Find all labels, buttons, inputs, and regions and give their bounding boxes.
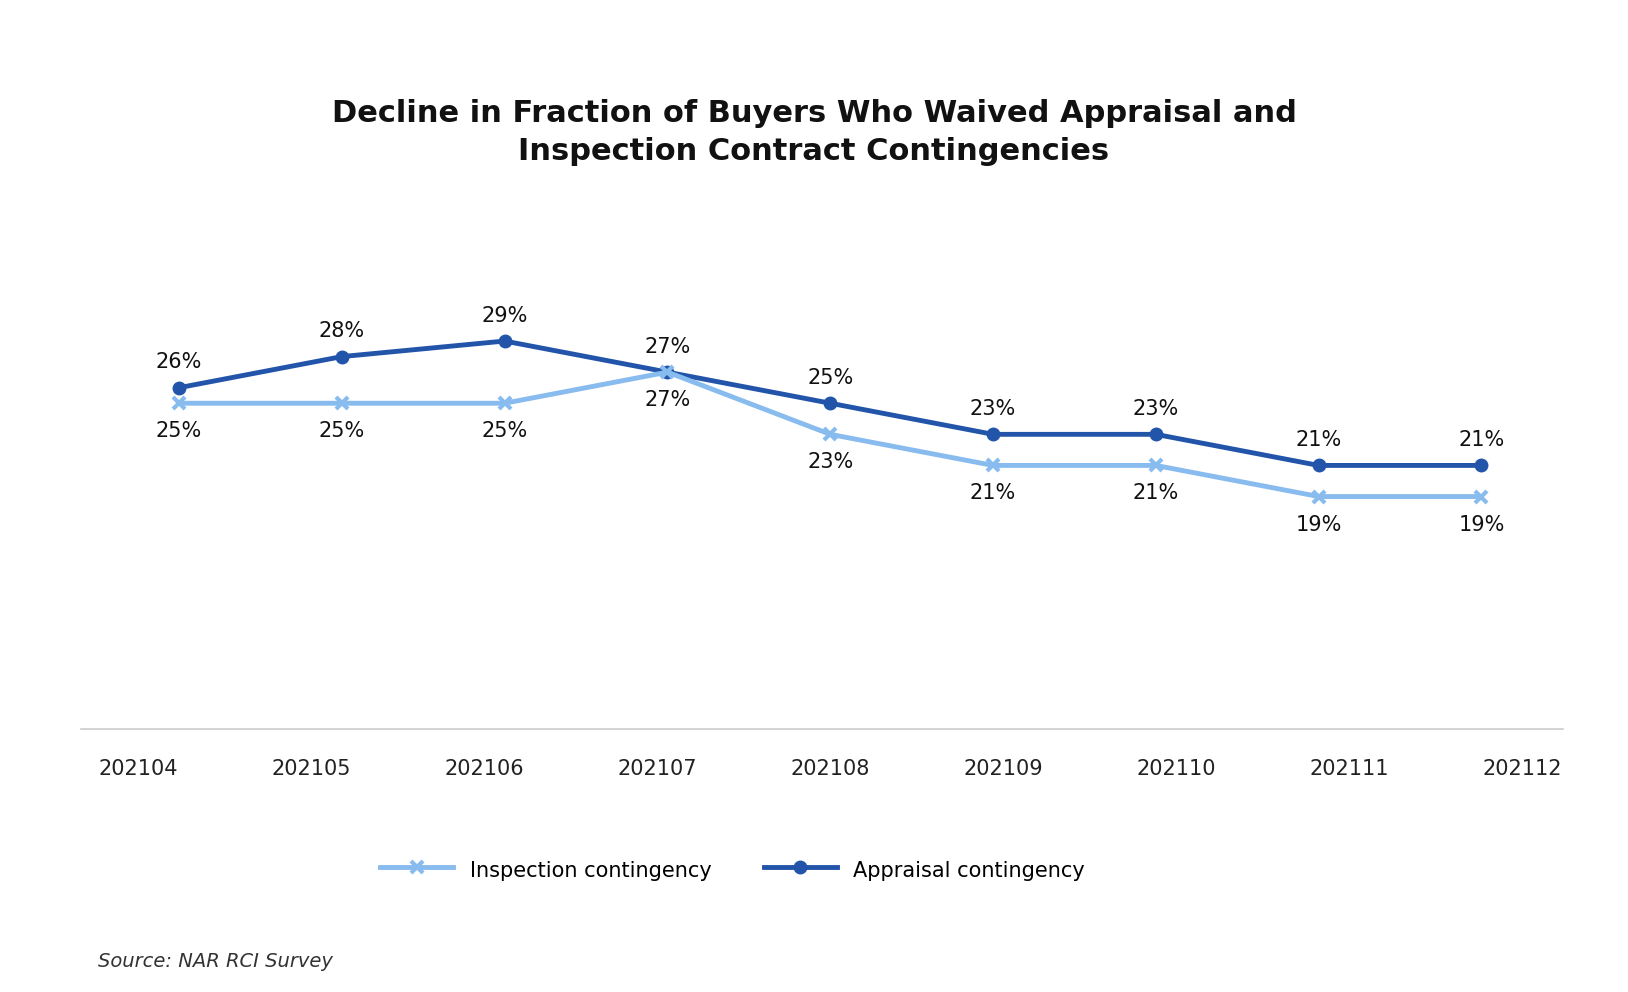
Text: 202109: 202109 xyxy=(964,759,1044,779)
Text: 28%: 28% xyxy=(319,321,365,341)
Text: 202111: 202111 xyxy=(1309,759,1389,779)
Text: 27%: 27% xyxy=(645,390,690,410)
Text: 25%: 25% xyxy=(482,422,527,441)
Text: 19%: 19% xyxy=(1296,515,1341,535)
Text: 202112: 202112 xyxy=(1483,759,1561,779)
Text: 23%: 23% xyxy=(1133,399,1179,419)
Text: 23%: 23% xyxy=(970,399,1016,419)
Text: 25%: 25% xyxy=(319,422,365,441)
Text: Source: NAR RCI Survey: Source: NAR RCI Survey xyxy=(98,952,332,971)
Text: 29%: 29% xyxy=(482,306,527,325)
Text: 21%: 21% xyxy=(970,483,1016,504)
Text: 19%: 19% xyxy=(1459,515,1504,535)
Text: 202110: 202110 xyxy=(1136,759,1216,779)
Text: 25%: 25% xyxy=(156,422,202,441)
Text: 25%: 25% xyxy=(807,368,853,388)
Text: 202107: 202107 xyxy=(617,759,697,779)
Text: 21%: 21% xyxy=(1296,431,1341,450)
Text: Decline in Fraction of Buyers Who Waived Appraisal and
Inspection Contract Conti: Decline in Fraction of Buyers Who Waived… xyxy=(332,99,1296,167)
Text: 202108: 202108 xyxy=(791,759,869,779)
Text: 202104: 202104 xyxy=(99,759,177,779)
Text: 21%: 21% xyxy=(1133,483,1179,504)
Text: 202105: 202105 xyxy=(272,759,352,779)
Text: 27%: 27% xyxy=(645,337,690,357)
Text: 202106: 202106 xyxy=(444,759,524,779)
Text: 21%: 21% xyxy=(1459,431,1504,450)
Legend: Inspection contingency, Appraisal contingency: Inspection contingency, Appraisal contin… xyxy=(381,857,1084,882)
Text: 23%: 23% xyxy=(807,452,853,472)
Text: 26%: 26% xyxy=(156,352,202,372)
